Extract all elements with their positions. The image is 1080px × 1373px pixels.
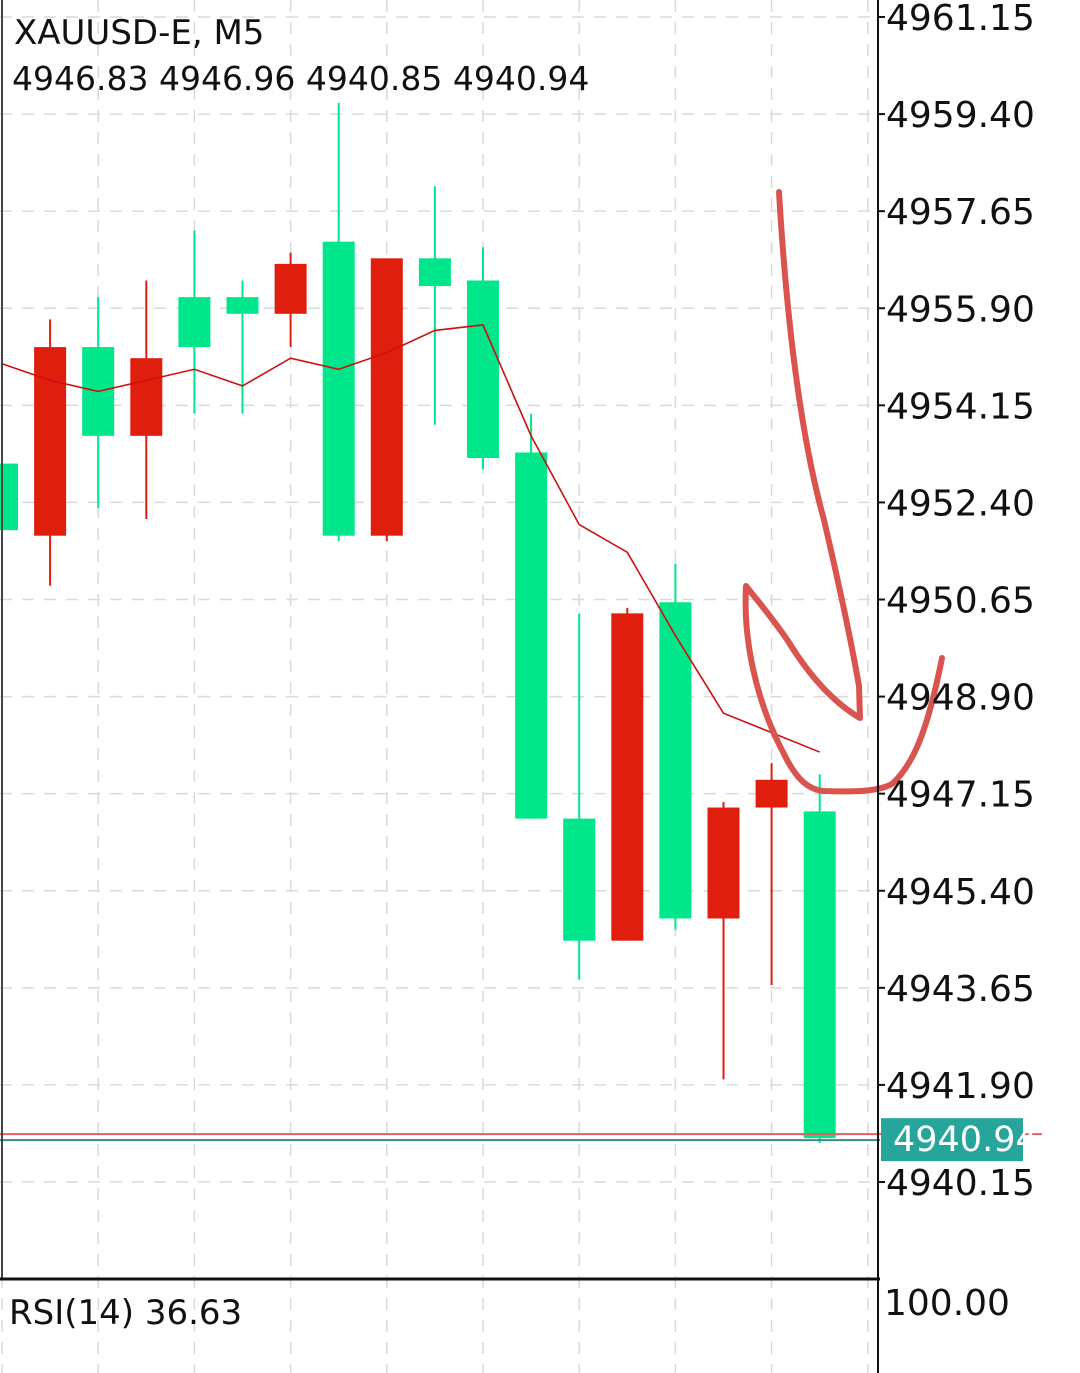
chart-header: XAUUSD-E, M5 4946.83 4946.96 4940.85 494… [12, 13, 589, 98]
candle-body [803, 811, 836, 1139]
last-price-tag-bg [881, 1118, 1023, 1162]
candle-body [611, 613, 644, 941]
candle-body [322, 241, 355, 536]
candle-body [563, 818, 596, 941]
price-tick-label: 4952.40 [886, 483, 1035, 524]
price-tick-label: 4957.65 [886, 192, 1035, 233]
ohlc-readout: 4946.83 4946.96 4940.85 4940.94 [12, 59, 589, 98]
bullish-candle [322, 102, 355, 542]
moving-average-layer [1, 324, 820, 753]
candle-body [707, 807, 740, 919]
bearish-candle [707, 801, 740, 1080]
candle-body [226, 297, 259, 314]
hand-drawn-annotation [742, 189, 945, 795]
price-axis: 4961.15 4959.40 4957.65 4955.90 4954.15 4952.… [878, 0, 1035, 1204]
candle-body [467, 280, 499, 459]
bearish-candle [34, 319, 67, 586]
bearish-candle [755, 763, 788, 986]
rsi-level-label: 100.00 [884, 1283, 1010, 1324]
bullish-candle [563, 613, 596, 980]
bullish-candle [659, 563, 692, 930]
bearish-candle [130, 280, 163, 520]
moving-average-line [1, 324, 820, 753]
candlestick-series [0, 102, 836, 1144]
bearish-candle [274, 252, 307, 348]
symbol-timeframe: XAUUSD-E, M5 [14, 13, 264, 53]
last-price-value: 4940.94 [893, 1120, 1038, 1160]
bullish-candle [226, 280, 259, 414]
candle-body [370, 258, 403, 536]
rsi-pane: RSI(14) 36.63 100.00 [9, 1283, 1010, 1333]
candle-body [130, 358, 163, 436]
candle-body [755, 779, 788, 808]
hand-drawn-arrow-stroke [742, 189, 945, 795]
bullish-candle [418, 186, 451, 425]
price-tick-label: 4961.15 [886, 0, 1035, 39]
candle-body [0, 463, 18, 531]
rsi-label: RSI(14) 36.63 [9, 1293, 242, 1333]
candle-body [34, 347, 67, 536]
candle-body [178, 297, 211, 348]
bearish-candle [611, 607, 644, 941]
price-tick-label: 4950.65 [886, 581, 1035, 622]
candle-body [418, 258, 451, 287]
price-tick-label: 4954.15 [886, 386, 1035, 427]
price-tick-label: 4945.40 [886, 872, 1035, 913]
price-tick-label: 4948.90 [886, 678, 1035, 719]
price-tick-label: 4947.15 [886, 775, 1035, 816]
price-tick-label: 4940.15 [886, 1163, 1035, 1204]
price-grid [0, 0, 878, 1373]
price-tick-label: 4955.90 [886, 289, 1035, 330]
bullish-candle [515, 413, 548, 819]
candle-body [659, 602, 692, 919]
last-price-tag: 4940.94 [881, 1118, 1038, 1162]
price-tick-label: 4943.65 [886, 969, 1035, 1010]
candle-body [274, 263, 307, 314]
price-tick-label: 4959.40 [886, 95, 1035, 136]
candle-body [515, 452, 548, 819]
price-tick-label: 4941.90 [886, 1066, 1035, 1107]
bullish-candle [82, 297, 115, 508]
bullish-candle [803, 774, 836, 1144]
bullish-candle [467, 247, 499, 470]
bullish-candle [178, 230, 211, 414]
bearish-candle [370, 258, 403, 542]
